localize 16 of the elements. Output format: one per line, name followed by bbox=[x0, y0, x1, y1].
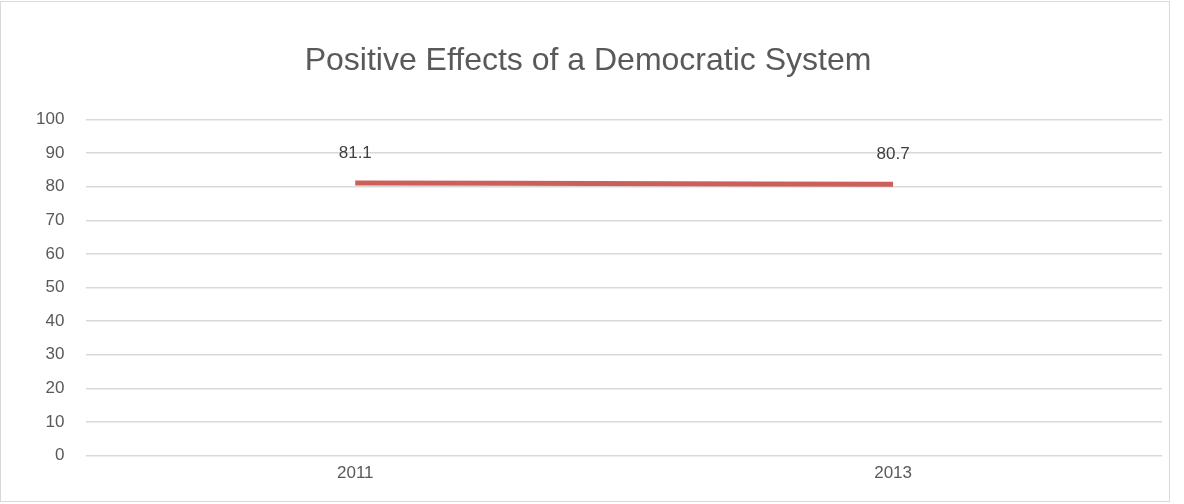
y-tick-label: 90 bbox=[45, 142, 65, 162]
y-tick-label: 40 bbox=[45, 310, 65, 330]
y-tick-label: 0 bbox=[54, 445, 65, 465]
chart-title: Positive Effects of a Democratic System bbox=[304, 41, 872, 78]
y-tick-label: 80 bbox=[45, 176, 65, 196]
y-tick-label: 100 bbox=[35, 109, 65, 129]
y-tick-label: 10 bbox=[45, 411, 65, 431]
y-tick-label: 50 bbox=[45, 277, 65, 297]
data-label: 81.1 bbox=[338, 142, 372, 162]
data-label: 80.7 bbox=[876, 143, 910, 163]
x-tick-label: 2013 bbox=[874, 463, 913, 483]
y-tick-label: 70 bbox=[45, 209, 65, 229]
y-tick-label: 20 bbox=[45, 378, 65, 398]
x-tick-label: 2011 bbox=[336, 463, 374, 483]
y-tick-label: 60 bbox=[45, 243, 65, 263]
y-tick-label: 30 bbox=[45, 344, 65, 364]
